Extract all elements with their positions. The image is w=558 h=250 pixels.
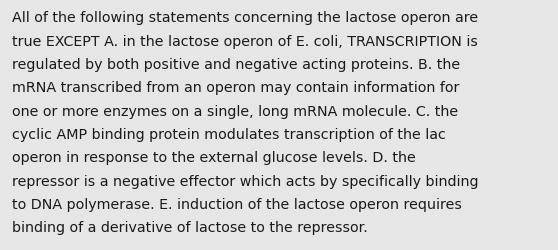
Text: All of the following statements concerning the lactose operon are: All of the following statements concerni… [12, 11, 478, 25]
Text: binding of a derivative of lactose to the repressor.: binding of a derivative of lactose to th… [12, 220, 368, 234]
Text: one or more enzymes on a single, long mRNA molecule. C. the: one or more enzymes on a single, long mR… [12, 104, 459, 118]
Text: true EXCEPT A. in the lactose operon of E. coli, TRANSCRIPTION is: true EXCEPT A. in the lactose operon of … [12, 34, 478, 48]
Text: to DNA polymerase. E. induction of the lactose operon requires: to DNA polymerase. E. induction of the l… [12, 197, 462, 211]
Text: mRNA transcribed from an operon may contain information for: mRNA transcribed from an operon may cont… [12, 81, 460, 95]
Text: operon in response to the external glucose levels. D. the: operon in response to the external gluco… [12, 151, 416, 165]
Text: repressor is a negative effector which acts by specifically binding: repressor is a negative effector which a… [12, 174, 479, 188]
Text: regulated by both positive and negative acting proteins. B. the: regulated by both positive and negative … [12, 58, 460, 72]
Text: cyclic AMP binding protein modulates transcription of the lac: cyclic AMP binding protein modulates tra… [12, 128, 446, 141]
